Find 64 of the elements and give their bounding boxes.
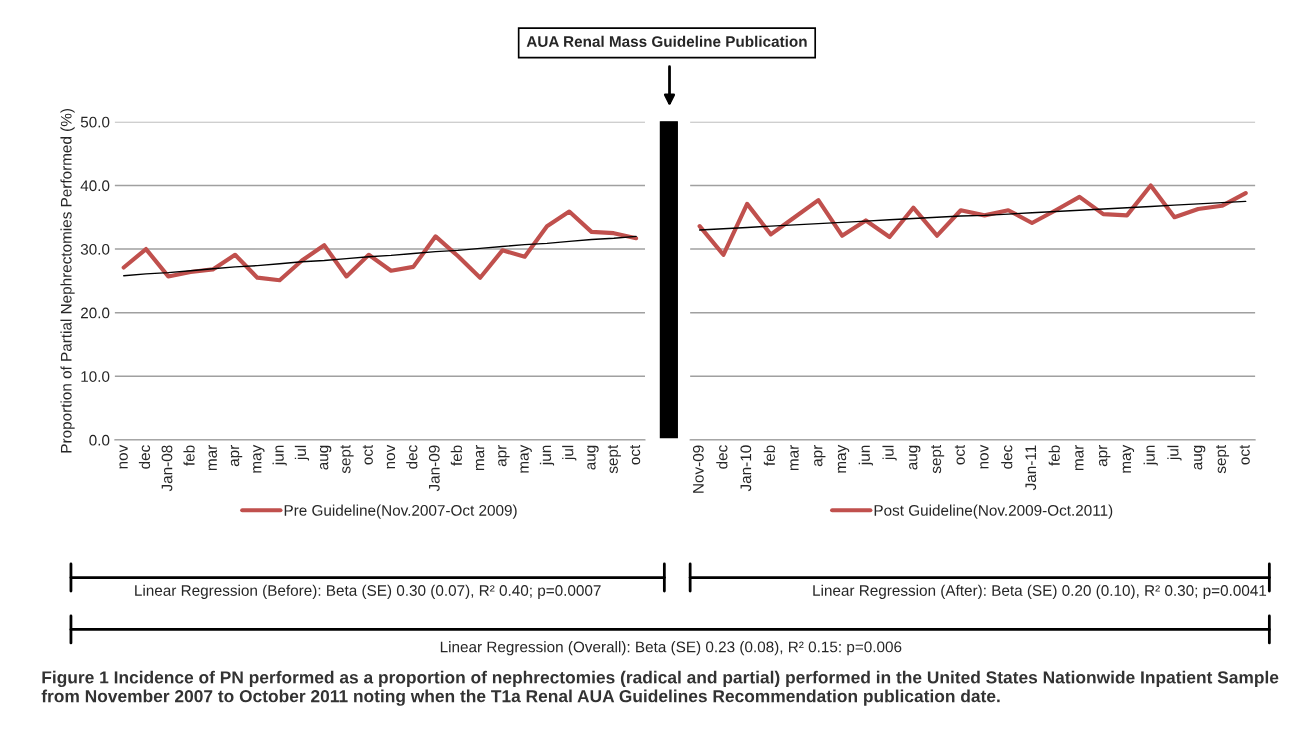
text: Linear Regression (Overall): Beta (SE) 0.23 (0.08), R² 0.15: p=0.006 bbox=[440, 641, 902, 656]
x-tick-label: aug bbox=[909, 445, 921, 470]
x-tick-label: jun bbox=[272, 445, 287, 466]
x-tick-label: jul bbox=[562, 445, 577, 461]
y-tick-label: 30.0 bbox=[80, 243, 110, 255]
y-tick-label: 40.0 bbox=[80, 180, 110, 192]
x-tick-label: mar bbox=[1075, 445, 1084, 471]
x-tick-label: apr bbox=[230, 445, 243, 467]
x-tick-label: Nov-09 bbox=[692, 445, 704, 493]
x-tick-label: oct bbox=[630, 444, 641, 465]
x-tick-label: feb bbox=[183, 445, 195, 466]
x-tick-label: nov bbox=[980, 444, 989, 469]
x-tick-label: apr bbox=[498, 445, 510, 467]
x-tick-label: aug bbox=[319, 445, 332, 470]
y-tick-label: 20.0 bbox=[80, 307, 110, 319]
x-tick-label: Jan-11 bbox=[1025, 445, 1037, 491]
x-tick-label: jun bbox=[1143, 445, 1158, 466]
caption: Figure 1 Incidence of PN performed as a proportion of nephrectomies (radical and partial) performed in the United States Nationwide Inpatient Sample from November 2007 to October 2011 noting when the T1a Renal AUA Guidelines Recommendation publication date. bbox=[41, 670, 1279, 706]
x-tick-label: apr bbox=[1098, 445, 1111, 467]
x-tick-label: Jan-08 bbox=[161, 445, 173, 492]
x-tick-label: may bbox=[253, 444, 265, 473]
y-tick-label: 10.0 bbox=[81, 371, 110, 382]
x-tick-label: feb bbox=[1048, 445, 1060, 466]
x-tick-label: mar bbox=[208, 445, 217, 471]
text: AUA Renal Mass Guideline Publication bbox=[526, 35, 807, 47]
x-tick-label: dec bbox=[1001, 445, 1013, 469]
x-tick-label: Jan-10 bbox=[740, 445, 752, 492]
x-tick-label: oct bbox=[362, 444, 373, 465]
x-tick-label: jul bbox=[294, 445, 310, 461]
x-tick-label: jun bbox=[539, 445, 555, 466]
legend-label: Post Guideline(Nov.2009-Oct.2011) bbox=[874, 504, 1113, 519]
x-tick-label: may bbox=[837, 444, 850, 473]
x-tick-label: apr bbox=[814, 445, 826, 467]
x-tick-label: feb bbox=[450, 445, 462, 466]
x-tick-label: jun bbox=[858, 445, 873, 466]
line-series bbox=[121, 209, 639, 283]
x-tick-label: dec bbox=[138, 445, 151, 469]
text: Linear Regression (Before): Beta (SE) 0.30 (0.07), R² 0.40; p=0.0007 bbox=[135, 584, 601, 599]
x-tick-label: nov bbox=[119, 444, 128, 469]
x-tick-label: dec bbox=[716, 445, 728, 469]
x-tick-label: sept bbox=[1216, 444, 1230, 474]
x-tick-label: may bbox=[520, 444, 532, 473]
x-tick-label: may bbox=[1122, 444, 1135, 473]
x-tick-label: dec bbox=[406, 445, 418, 469]
x-tick-label: nov bbox=[386, 444, 396, 469]
x-tick-label: oct bbox=[1239, 444, 1250, 465]
x-tick-label: sept bbox=[340, 444, 354, 474]
x-tick-label: mar bbox=[790, 445, 799, 471]
y-tick-label: 0.0 bbox=[89, 434, 110, 446]
x-tick-label: oct bbox=[954, 444, 965, 465]
y-axis-title: Proportion of Partial Nephrectomies Performed (%) bbox=[60, 109, 75, 453]
x-tick-label: Jan-09 bbox=[428, 445, 440, 492]
x-tick-label: feb bbox=[763, 445, 775, 466]
x-tick-label: jul bbox=[882, 445, 897, 461]
x-tick-label: jul bbox=[1167, 445, 1182, 461]
text: Linear Regression (After): Beta (SE) 0.20 (0.10), R² 0.30; p=0.0041 bbox=[813, 584, 1267, 599]
x-tick-label: sept bbox=[607, 444, 621, 474]
line-series bbox=[123, 235, 637, 277]
y-tick-label: 50.0 bbox=[80, 116, 110, 128]
legend-label: Pre Guideline(Nov.2007-Oct 2009) bbox=[284, 504, 517, 519]
x-tick-label: sept bbox=[931, 444, 945, 474]
x-tick-label: aug bbox=[587, 445, 599, 470]
x-tick-label: aug bbox=[1193, 445, 1206, 470]
x-tick-label: mar bbox=[475, 445, 485, 471]
